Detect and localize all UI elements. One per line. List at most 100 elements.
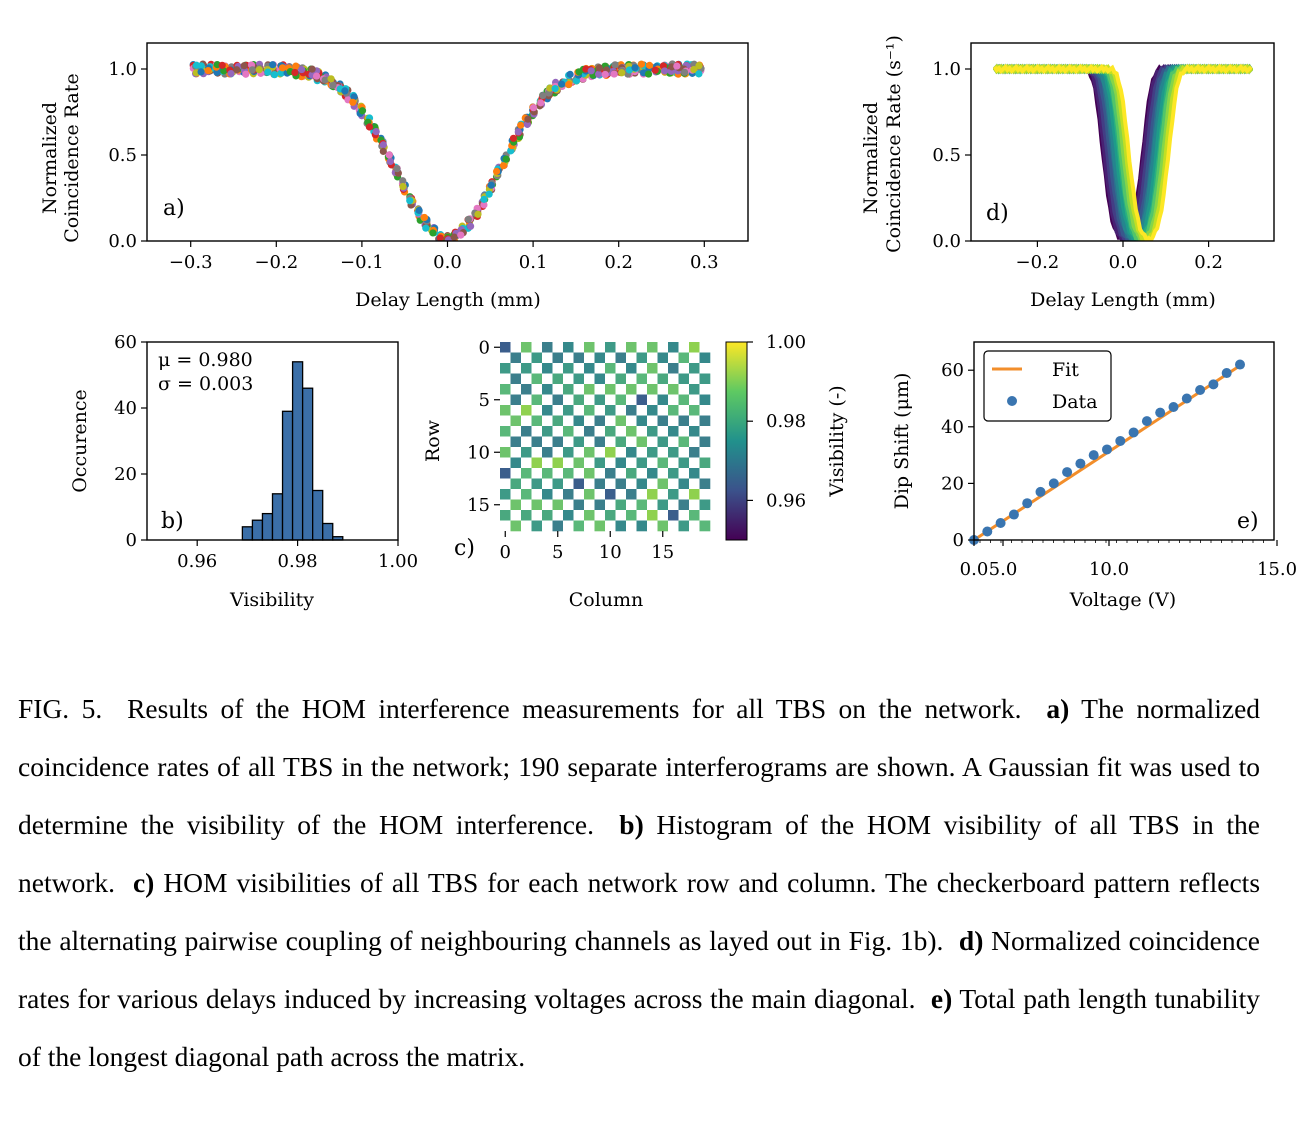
panel-e-data-point bbox=[1155, 407, 1166, 418]
caption-d-text: Normalized coincidence rates for various… bbox=[18, 925, 1260, 1014]
panel-c-cell bbox=[636, 457, 648, 469]
panel-c-xtick: 10 bbox=[599, 542, 622, 563]
panel-a-xtick: −0.3 bbox=[169, 252, 213, 273]
panel-c-cell bbox=[689, 415, 700, 427]
panel-c-cell bbox=[563, 447, 574, 458]
panel-c-cell bbox=[605, 384, 616, 395]
panel-e-data-point bbox=[995, 518, 1006, 529]
panel-c-cell bbox=[615, 510, 627, 521]
panel-c-cell bbox=[699, 510, 711, 521]
panel-c-cell bbox=[552, 394, 564, 406]
panel-c-cell bbox=[605, 510, 616, 521]
panel-c-cell bbox=[563, 489, 574, 500]
panel-a-point bbox=[464, 215, 472, 223]
panel-c-cell bbox=[521, 352, 532, 364]
panel-c-cell bbox=[626, 436, 637, 448]
panel-a-point bbox=[341, 87, 349, 95]
panel-c-cell bbox=[542, 520, 553, 532]
panel-a-point bbox=[611, 61, 619, 69]
panel-c-cell bbox=[647, 447, 658, 458]
panel-e-label: e) bbox=[1237, 509, 1259, 534]
panel-a-point bbox=[429, 229, 437, 237]
panel-a-point bbox=[695, 62, 703, 70]
panel-c-cell bbox=[542, 510, 553, 521]
panel-a-point bbox=[565, 80, 573, 89]
panel-c-cell bbox=[584, 499, 595, 511]
panel-c-cell bbox=[626, 489, 637, 500]
panel-c-cell bbox=[615, 363, 627, 374]
panel-c-ytick: 10 bbox=[467, 442, 490, 463]
panel-c-cell bbox=[584, 373, 595, 385]
panel-c-cell bbox=[636, 426, 648, 437]
panel-b-xticks: 0.96 0.98 1.00 bbox=[177, 540, 418, 572]
panel-d-xticks: −0.2 0.0 0.2 bbox=[1016, 241, 1223, 273]
panel-c-cell bbox=[657, 489, 669, 500]
panel-c-cell bbox=[510, 447, 522, 458]
panel-c-cell bbox=[647, 499, 658, 511]
caption-a-text: The normalized coincidence rates of all … bbox=[18, 693, 1261, 840]
panel-a-ylabel-1: Normalized bbox=[39, 102, 61, 214]
panel-b-bar bbox=[241, 526, 254, 541]
panel-c-cell bbox=[573, 520, 585, 532]
panel-c-cell bbox=[584, 415, 595, 427]
panel-c-cell bbox=[626, 457, 637, 469]
caption-e-text: Total path length tunability of the long… bbox=[18, 983, 1261, 1072]
panel-c-cell bbox=[563, 342, 574, 353]
panel-c-cell bbox=[657, 415, 669, 427]
panel-c-cell bbox=[584, 394, 595, 406]
panel-c-cell bbox=[584, 457, 595, 469]
panel-c-cell bbox=[531, 384, 543, 395]
panel-c-cell bbox=[605, 489, 616, 500]
panel-c-cell bbox=[594, 478, 606, 490]
panel-c-cell bbox=[615, 468, 627, 479]
panel-a-point bbox=[240, 62, 248, 70]
panel-c-cell bbox=[689, 499, 700, 511]
panel-e-data-point bbox=[1008, 509, 1019, 520]
panel-a-yticks: 0.0 0.5 1.0 bbox=[108, 59, 147, 252]
panel-c-cell bbox=[552, 352, 564, 364]
panel-c-cell bbox=[510, 384, 522, 395]
panel-c-cell bbox=[689, 352, 700, 364]
panel-a-point bbox=[218, 61, 226, 69]
panel-c-cell bbox=[689, 478, 700, 490]
panel-c-cell bbox=[542, 352, 553, 364]
panel-c-cell bbox=[699, 426, 711, 437]
panel-a-point bbox=[529, 104, 538, 112]
panel-a-point bbox=[358, 107, 366, 115]
panel-c-cell bbox=[626, 478, 637, 490]
panel-c-cell bbox=[689, 436, 700, 448]
panel-b-bar bbox=[322, 522, 334, 541]
panel-c-cell bbox=[668, 363, 679, 374]
panel-c-cell bbox=[563, 520, 574, 532]
panel-c-cell bbox=[647, 394, 658, 406]
panel-a-point bbox=[514, 128, 522, 136]
panel-a-point bbox=[386, 157, 394, 166]
caption-b-text: Histogram of the HOM visibility of all T… bbox=[18, 809, 1261, 898]
panel-c-cell bbox=[500, 405, 511, 416]
panel-c-cell bbox=[510, 478, 522, 490]
panel-c-cell bbox=[531, 405, 543, 416]
panel-c-cell bbox=[563, 352, 574, 364]
panel-c-cell bbox=[500, 468, 511, 479]
panel-c-cell bbox=[615, 384, 627, 395]
panel-c-cell bbox=[500, 436, 511, 448]
panel-c-cell bbox=[563, 373, 574, 385]
panel-a-point bbox=[566, 70, 574, 78]
panel-c-cell bbox=[605, 394, 616, 406]
panel-c-cell bbox=[552, 373, 564, 385]
panel-c-cell bbox=[542, 436, 553, 448]
panel-c-cell bbox=[626, 447, 637, 458]
panel-c-cell bbox=[668, 415, 679, 427]
panel-c-cell bbox=[678, 363, 690, 374]
panel-c-cell bbox=[699, 363, 711, 374]
panel-c-cell bbox=[626, 384, 637, 395]
panel-e-yticks: 0 20 40 60 bbox=[941, 360, 974, 551]
panel-a-point bbox=[539, 91, 547, 100]
panel-c-cell bbox=[615, 426, 627, 437]
panel-a-point bbox=[524, 115, 532, 123]
panel-c-xtick: 5 bbox=[552, 542, 563, 563]
panel-c-cell bbox=[521, 447, 532, 458]
panel-c-colorbar-ticks: 1.00 0.98 0.96 bbox=[747, 332, 806, 511]
panel-c-cell bbox=[563, 478, 574, 490]
panel-c-cell bbox=[647, 426, 658, 437]
